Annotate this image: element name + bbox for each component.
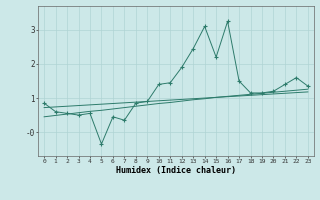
X-axis label: Humidex (Indice chaleur): Humidex (Indice chaleur) bbox=[116, 166, 236, 175]
